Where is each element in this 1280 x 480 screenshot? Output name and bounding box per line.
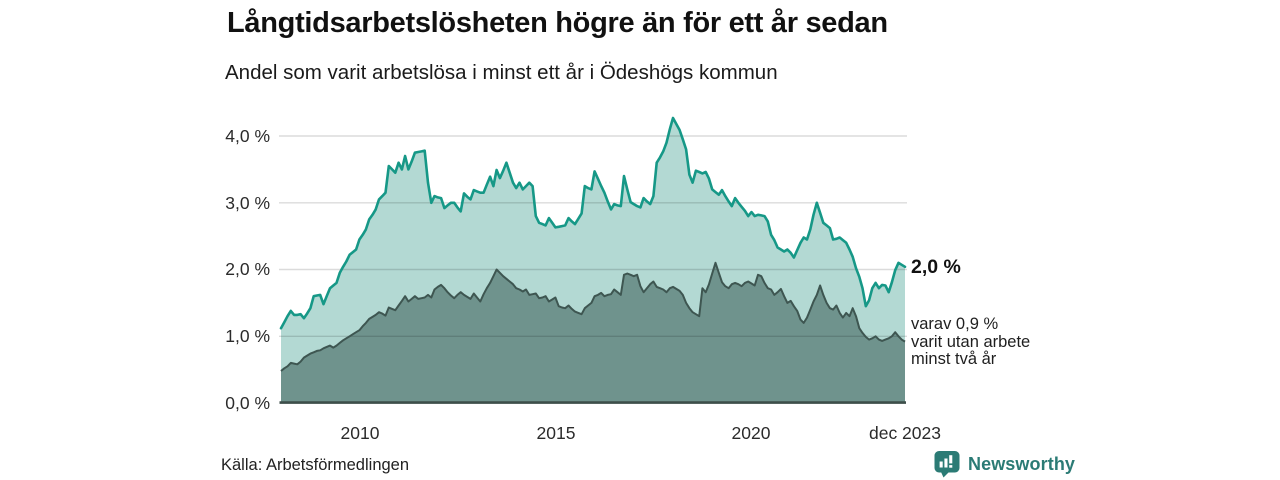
newsworthy-logo-text: Newsworthy [968,453,1076,474]
y-tick-2: 2,0 % [225,259,270,279]
source-label: Källa: Arbetsförmedlingen [221,456,410,474]
x-tick-2015: 2015 [536,423,576,443]
chart-title: Långtidsarbetslösheten högre än för ett … [227,7,888,39]
newsworthy-logo-icon [934,451,960,478]
chart-subtitle: Andel som varit arbetslösa i minst ett å… [225,61,778,84]
y-tick-0: 0,0 % [225,393,270,413]
y-tick-1: 1,0 % [225,326,270,346]
latest-two-year-annotation: varav 0,9 % varit utan arbete minst två … [911,315,1031,369]
latest-value-label: 2,0 % [911,256,961,278]
newsworthy-brand: Newsworthy [934,450,1075,478]
annotation-line-3: minst två år [911,350,997,368]
annotation-line-2: varit utan arbete [911,332,1031,351]
series-1yr-line [279,116,907,330]
series-2yr-area [281,262,905,403]
annotation-line-1: varav 0,9 % [911,315,999,333]
series-2yr-line [280,261,906,372]
gridlines [279,135,907,337]
x-tick-dec-2023: dec 2023 [868,423,941,443]
y-tick-4: 4,0 % [225,126,270,146]
y-tick-3: 3,0 % [225,193,270,213]
x-tick-2010: 2010 [340,423,380,443]
x-tick-2020: 2020 [731,423,771,443]
